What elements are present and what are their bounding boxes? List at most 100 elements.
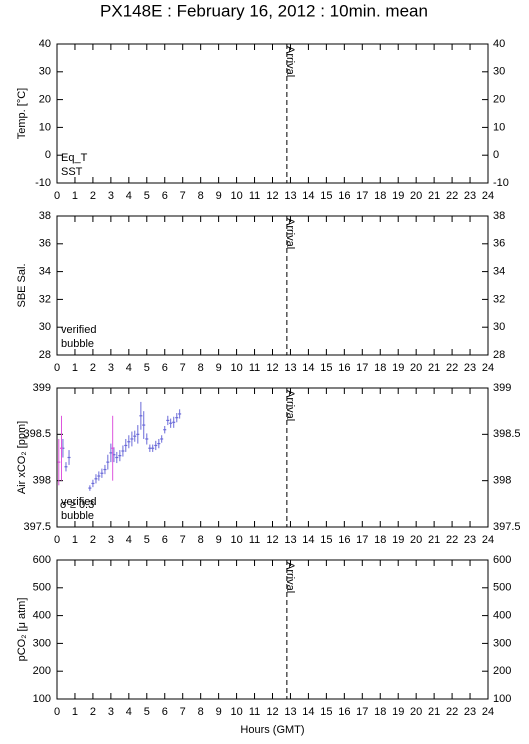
x-tick-label: 1 (72, 534, 78, 546)
x-tick-label: 18 (374, 362, 386, 374)
x-tick-label: 16 (338, 362, 350, 374)
x-tick-label: 10 (230, 706, 242, 718)
x-tick-label: 24 (482, 190, 494, 202)
x-tick-label: 2 (90, 706, 96, 718)
x-tick-label: 13 (284, 706, 296, 718)
x-tick-label: 7 (180, 362, 186, 374)
arrival-label: Arrival (284, 218, 296, 249)
x-tick-label: 16 (338, 706, 350, 718)
x-tick-label: 12 (266, 534, 278, 546)
y-tick-label: 398.5 (493, 428, 521, 440)
x-tick-label: 22 (446, 706, 458, 718)
y-tick-label: 100 (493, 693, 511, 705)
x-tick-label: 5 (144, 534, 150, 546)
x-tick-label: 2 (90, 534, 96, 546)
y-tick-label: 34 (39, 266, 51, 278)
x-tick-label: 17 (356, 706, 368, 718)
y-tick-label: 30 (39, 321, 51, 333)
x-tick-label: 21 (428, 362, 440, 374)
y-tick-label: 38 (493, 210, 505, 222)
x-tick-label: 17 (356, 534, 368, 546)
x-tick-label: 15 (320, 362, 332, 374)
x-tick-label: 23 (464, 362, 476, 374)
y-tick-label: 10 (39, 121, 51, 133)
y-tick-label: 20 (39, 94, 51, 106)
y-tick-label: 397.5 (493, 521, 521, 533)
legend-label: verified (61, 324, 96, 336)
legend-label: bubble (61, 338, 94, 350)
y-tick-label: 600 (493, 554, 511, 566)
x-tick-label: 2 (90, 190, 96, 202)
x-tick-label: 4 (126, 534, 132, 546)
x-tick-label: 23 (464, 190, 476, 202)
x-tick-label: 10 (230, 534, 242, 546)
plot-frame (56, 43, 489, 184)
x-tick-label: 10 (230, 362, 242, 374)
x-tick-label: 17 (356, 362, 368, 374)
y-tick-label: 0 (493, 149, 499, 161)
sigma-note: σ ≥ 0.3 (60, 499, 94, 511)
x-tick-label: 7 (180, 534, 186, 546)
y-tick-label: -10 (35, 177, 51, 189)
x-tick-label: 11 (249, 190, 260, 202)
y-tick-label: 40 (493, 38, 505, 50)
x-tick-label: 3 (108, 190, 114, 202)
x-tick-label: 22 (446, 534, 458, 546)
y-axis-label: Temp. [°C] (16, 88, 28, 139)
x-tick-label: 7 (180, 706, 186, 718)
x-tick-label: 14 (302, 362, 314, 374)
x-tick-label: 0 (54, 706, 60, 718)
x-tick-label: 5 (144, 362, 150, 374)
x-tick-label: 18 (374, 706, 386, 718)
y-tick-label: 38 (39, 210, 51, 222)
y-tick-label: 34 (493, 266, 505, 278)
y-tick-label: 400 (493, 610, 511, 622)
arrival-label: Arrival (284, 46, 296, 77)
x-tick-label: 20 (410, 534, 422, 546)
x-tick-label: 0 (54, 190, 60, 202)
plot-frame (56, 215, 489, 356)
x-tick-label: 3 (108, 706, 114, 718)
y-tick-label: 28 (39, 349, 51, 361)
x-tick-label: 11 (249, 534, 260, 546)
x-tick-label: 8 (198, 190, 204, 202)
x-tick-label: 13 (284, 534, 296, 546)
x-tick-label: 20 (410, 190, 422, 202)
x-tick-label: 12 (266, 706, 278, 718)
y-axis-label: Air xCO₂ [ppm] (16, 421, 28, 494)
y-tick-label: 20 (493, 94, 505, 106)
x-tick-label: 19 (392, 534, 404, 546)
arrival-label: Arrival (284, 390, 296, 421)
x-tick-label: 21 (428, 706, 440, 718)
x-tick-label: 14 (302, 706, 314, 718)
x-tick-label: 6 (162, 706, 168, 718)
x-tick-label: 0 (54, 534, 60, 546)
x-tick-label: 12 (266, 190, 278, 202)
legend-label: Eq_T (61, 152, 88, 164)
y-tick-label: 400 (33, 610, 51, 622)
x-tick-label: 3 (108, 534, 114, 546)
x-tick-label: 24 (482, 706, 494, 718)
x-tick-label: 22 (446, 190, 458, 202)
x-tick-label: 14 (302, 534, 314, 546)
x-tick-label: 0 (54, 362, 60, 374)
x-tick-label: 15 (320, 706, 332, 718)
y-tick-label: 300 (493, 637, 511, 649)
x-tick-label: 4 (126, 362, 132, 374)
x-tick-label: 21 (428, 190, 440, 202)
y-tick-label: 0 (45, 149, 51, 161)
y-tick-label: 300 (33, 637, 51, 649)
x-tick-label: 2 (90, 362, 96, 374)
x-tick-label: 9 (216, 534, 222, 546)
x-tick-label: 3 (108, 362, 114, 374)
x-tick-label: 1 (72, 706, 78, 718)
x-tick-label: 13 (284, 190, 296, 202)
y-tick-label: 399 (33, 382, 51, 394)
y-tick-label: 36 (39, 238, 51, 250)
y-tick-label: 600 (33, 554, 51, 566)
x-axis-label: Hours (GMT) (240, 724, 304, 736)
x-tick-label: 8 (198, 706, 204, 718)
x-tick-label: 18 (374, 534, 386, 546)
